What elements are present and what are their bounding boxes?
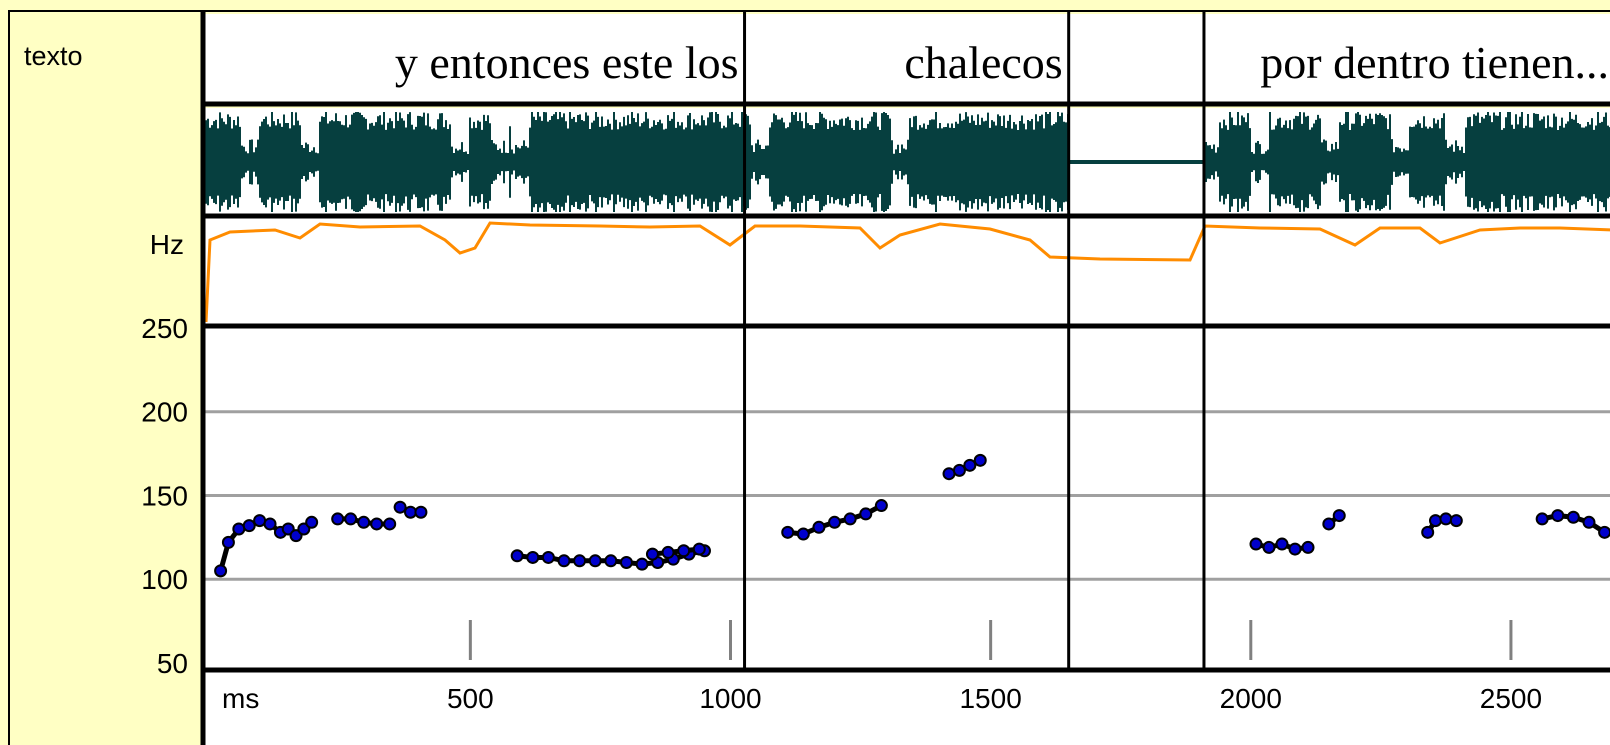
pitch-point [383,517,397,531]
segment-boundaries [743,11,1206,670]
time-axis-panel [205,672,1610,745]
pitch-point [812,520,826,534]
y-tick-label-150: 150 [141,480,188,511]
pitch-point [357,515,371,529]
pitch-point [404,505,418,519]
pitch-point [1598,525,1610,539]
tier-label: texto [24,41,83,71]
pitch-point [253,514,267,528]
pitch-point [1249,537,1263,551]
pitch-point [781,525,795,539]
y-tick-labels: 50 100 150 200 250 [141,313,188,679]
pitch-point [214,564,228,578]
pitch-point [370,517,384,531]
pitch-point [1421,525,1435,539]
pitch-point [526,550,540,564]
plot-area [205,328,1610,668]
panel-separators [200,11,1610,745]
word-label-0: y entonces este los [395,37,739,88]
pitch-point [1275,537,1289,551]
word-label-2: por dentro tienen... [1260,37,1609,88]
pitch-point [619,555,633,569]
pitch-point [963,458,977,472]
pitch-point [573,554,587,568]
pitch-point [393,500,407,514]
x-axis-unit-label: ms [222,683,259,714]
pitch-point [661,545,675,559]
pitch-point [859,507,873,521]
pitch-point [645,547,659,561]
word-tier-panel [205,14,1610,104]
pitch-contour-line [204,221,1610,323]
grid-lines [205,410,1610,581]
pitch-point [677,544,691,558]
pitch-point [242,519,256,533]
pitch-point [604,554,618,568]
pitch-point [541,550,555,564]
pitch-point [942,467,956,481]
x-tick-label-2000: 2000 [1220,683,1282,714]
y-tick-label-50: 50 [157,648,188,679]
pitch-point [1332,509,1346,523]
pitch-point [1535,512,1549,526]
pitch-point [952,463,966,477]
x-tick-label-1000: 1000 [699,683,761,714]
y-tick-label-200: 200 [141,397,188,428]
pitch-point [1301,540,1315,554]
pitch-point [828,515,842,529]
pitch-point [1262,540,1276,554]
pitch-label: Hz [150,229,184,260]
pitch-point [1439,512,1453,526]
pitch-point [635,557,649,571]
pitch-point [1582,515,1596,529]
x-tick-label-500: 500 [447,683,494,714]
pitch-point [1288,542,1302,556]
pitch-point [331,512,345,526]
pitch-point [1449,514,1463,528]
x-tick-labels: 500 1000 1500 2000 2500 [447,683,1542,714]
pitch-point [232,522,246,536]
pitch-point [1322,517,1336,531]
pitch-point [874,499,888,513]
pitch-point [973,453,987,467]
waveform-trace [205,112,1610,212]
x-tick-label-2500: 2500 [1480,683,1542,714]
x-tick-label-1500: 1500 [959,683,1021,714]
pitch-point [843,512,857,526]
pitch-point [344,512,358,526]
pitch-point [796,527,810,541]
pitch-points [214,453,1610,578]
pitch-point [221,535,235,549]
pitch-point [557,554,571,568]
pitch-point [1551,509,1565,523]
pitch-point [1428,514,1442,528]
pitch-point [692,542,706,556]
pitch-point [305,515,319,529]
word-labels: y entonces este los chalecos por dentro ti… [395,37,1609,88]
pitch-point [1566,510,1580,524]
pitch-point [414,505,428,519]
word-label-1: chalecos [904,37,1062,88]
pitch-point [588,554,602,568]
pitch-point [263,517,277,531]
y-tick-label-100: 100 [141,564,188,595]
waveform [205,112,1610,212]
y-tick-label-250: 250 [141,313,188,344]
minor-ticks [468,620,1513,660]
pitch-point [510,549,524,563]
pitch-segment-4 [652,546,700,557]
